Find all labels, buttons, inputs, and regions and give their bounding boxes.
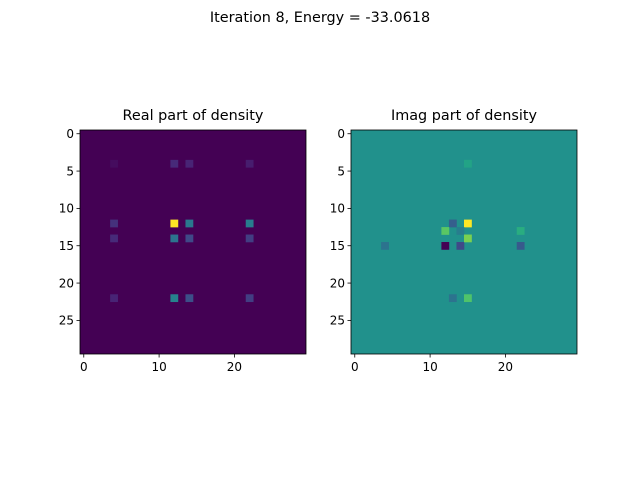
real-part-heatmap-cell — [245, 219, 254, 228]
real-part-x-tick-label: 20 — [227, 360, 242, 374]
real-part-x-tick-label: 10 — [151, 360, 166, 374]
real-part-heatmap-cell — [185, 219, 194, 228]
real-part-y-tick-label: 15 — [59, 239, 74, 253]
imag-part-y-tick-label: 0 — [337, 127, 345, 141]
imag-part-x-tick-label: 10 — [422, 360, 437, 374]
imag-part-heatmap-cell — [441, 227, 450, 235]
imag-part-x-tick-label: 20 — [498, 360, 513, 374]
real-part-heatmap — [80, 130, 306, 354]
imag-part-x-tick-label: 0 — [351, 360, 359, 374]
real-part-title: Real part of density — [123, 108, 264, 124]
imag-part-heatmap-cell — [456, 227, 465, 235]
real-part-y-tick-label: 5 — [66, 164, 74, 178]
real-part-heatmap-cell — [110, 294, 118, 303]
imag-part-heatmap-cell — [516, 227, 525, 235]
imag-part-heatmap-cell — [464, 219, 472, 228]
real-part-y-tick-label: 20 — [59, 276, 74, 290]
real-part-heatmap-cell — [170, 294, 179, 303]
real-part-heatmap-cell — [110, 234, 118, 243]
imag-part-heatmap-cell — [441, 242, 450, 250]
real-part-heatmap-cell — [185, 159, 194, 168]
real-part-heatmap-cell — [185, 234, 194, 243]
real-part-heatmap-cell — [185, 294, 194, 303]
real-part-heatmap-cell — [245, 159, 254, 168]
real-part-y-tick-label: 10 — [59, 202, 74, 216]
imag-part-heatmap-cell — [456, 242, 465, 250]
imag-part-heatmap-cell — [464, 294, 472, 303]
imag-part-y-tick-label: 20 — [330, 276, 345, 290]
figure-suptitle: Iteration 8, Energy = -33.0618 — [210, 10, 430, 26]
real-part-y-tick-label: 0 — [66, 127, 74, 141]
imag-part-heatmap-cell — [381, 242, 389, 250]
imag-part-heatmap-cell — [448, 219, 457, 228]
real-part-heatmap-cell — [170, 159, 179, 168]
real-part-heatmap-cell — [245, 294, 254, 303]
imag-part-y-tick-label: 10 — [330, 202, 345, 216]
imag-part-heatmap-cell — [464, 234, 472, 243]
imag-part-heatmap-cell — [464, 159, 472, 168]
real-part-y-tick-label: 25 — [59, 314, 74, 328]
imag-part-ticks: 0 10 20 0 5 10 15 20 25 — [330, 127, 513, 374]
imag-part-panel: Imag part of density 0 10 20 0 5 10 15 20 25 — [330, 108, 578, 374]
real-part-panel: Real part of density 0 10 20 0 5 10 15 20 25 — [59, 108, 307, 374]
imag-part-title: Imag part of density — [391, 108, 538, 124]
real-part-x-tick-label: 0 — [80, 360, 88, 374]
imag-part-heatmap-cell — [448, 294, 457, 303]
real-part-heatmap-cell — [110, 159, 118, 168]
real-part-heatmap-cell — [245, 234, 254, 243]
imag-part-axes-frame — [350, 129, 578, 355]
real-part-axes-frame — [79, 129, 307, 355]
real-part-ticks: 0 10 20 0 5 10 15 20 25 — [59, 127, 242, 374]
imag-part-y-tick-label: 15 — [330, 239, 345, 253]
real-part-heatmap-cell — [170, 219, 179, 228]
imag-part-heatmap-cell — [516, 242, 525, 250]
real-part-heatmap-cell — [110, 219, 118, 228]
real-part-heatmap-cell — [170, 234, 179, 243]
imag-part-heatmap — [351, 130, 577, 354]
imag-part-y-tick-label: 5 — [337, 164, 345, 178]
imag-part-y-tick-label: 25 — [330, 314, 345, 328]
